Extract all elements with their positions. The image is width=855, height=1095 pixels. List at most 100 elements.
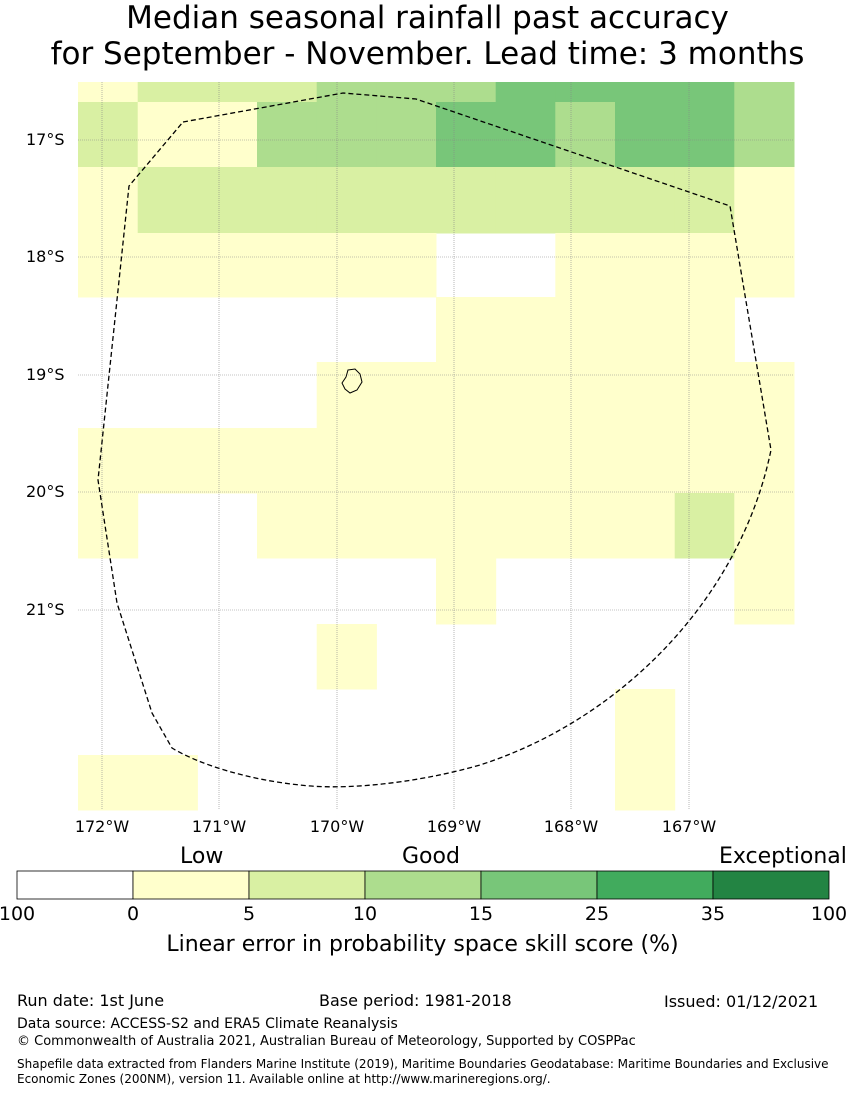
grid-cell — [734, 493, 795, 559]
lon-label-168: 168°W — [543, 817, 599, 836]
grid-cell — [734, 102, 795, 168]
grid-cell — [495, 167, 556, 234]
island-outline — [341, 368, 363, 394]
grid-cell — [615, 689, 676, 756]
grid-cell — [615, 167, 676, 234]
data-source: Data source: ACCESS-S2 and ERA5 Climate … — [17, 1016, 398, 1032]
legend-tick: 5 — [242, 903, 256, 925]
issued-date: Issued: 01/12/2021 — [664, 992, 819, 1011]
grid-cell — [615, 362, 676, 429]
grid-cell — [78, 102, 139, 168]
grid-cell — [495, 102, 556, 168]
legend-color-box — [248, 870, 366, 900]
grid-cell — [257, 493, 318, 559]
grid-cell — [197, 102, 258, 168]
grid-cell — [137, 233, 198, 298]
grid-cell — [316, 102, 377, 168]
lat-label-18: 18°S — [26, 247, 65, 266]
grid-cell — [615, 493, 676, 559]
graticule — [78, 82, 794, 809]
grid-cell — [78, 493, 139, 559]
grid-cell — [734, 167, 795, 234]
legend-tick: 10 — [352, 903, 378, 925]
grid-cell — [376, 493, 437, 559]
lon-label-167: 167°W — [661, 817, 717, 836]
grid-cell — [376, 362, 437, 429]
grid-cell — [436, 102, 497, 168]
lat-label-17: 17°S — [26, 130, 65, 149]
shapefile-credit: Shapefile data extracted from Flanders M… — [17, 1057, 829, 1086]
grid-cell — [257, 102, 318, 168]
eez-boundary — [97, 92, 772, 788]
legend-tick: 25 — [584, 903, 610, 925]
grid-cell — [316, 233, 377, 298]
grid-cell — [674, 428, 735, 494]
lat-label-19: 19°S — [26, 365, 65, 384]
grid-cell — [137, 82, 198, 103]
legend-title: Linear error in probability space skill … — [166, 932, 679, 957]
legend-category-low: Low — [180, 844, 224, 869]
grid-cell — [674, 493, 735, 559]
legend-tick: 35 — [700, 903, 726, 925]
grid-cell — [137, 428, 198, 494]
legend-tick: 0 — [126, 903, 140, 925]
grid-cell — [316, 167, 377, 234]
grid-cell — [495, 297, 556, 363]
grid-cell — [674, 102, 735, 168]
lon-label-170: 170°W — [309, 817, 365, 836]
legend-color-box — [596, 870, 714, 900]
grid-cell — [495, 82, 556, 103]
grid-cell — [495, 428, 556, 494]
map-title-line-2: for September - November. Lead time: 3 m… — [50, 36, 805, 72]
legend-category-exceptional: Exceptional — [719, 844, 847, 869]
grid-cell — [197, 167, 258, 234]
grid-cell — [436, 82, 497, 103]
grid-cell — [137, 167, 198, 234]
grid-cell — [436, 493, 497, 559]
grid-cell — [197, 428, 258, 494]
grid-cell — [316, 362, 377, 429]
grid-cell — [78, 167, 139, 234]
grid-cell — [436, 428, 497, 494]
grid-cell — [615, 233, 676, 298]
lon-label-172: 172°W — [74, 817, 130, 836]
lon-label-169: 169°W — [426, 817, 482, 836]
copyright: © Commonwealth of Australia 2021, Austra… — [17, 1034, 636, 1049]
grid-cell — [78, 82, 139, 103]
grid-cell — [316, 428, 377, 494]
grid-cell — [734, 428, 795, 494]
grid-cell — [316, 493, 377, 559]
grid-cell — [197, 82, 258, 103]
grid-cell — [734, 233, 795, 298]
grid-cell — [734, 558, 795, 625]
grid-cell — [615, 102, 676, 168]
legend-category-good: Good — [402, 844, 460, 869]
grid-cell — [555, 82, 616, 103]
grid-cell — [734, 362, 795, 429]
grid-cell — [78, 233, 139, 298]
grid-cell — [555, 493, 616, 559]
grid-cell — [257, 167, 318, 234]
grid-cell — [137, 102, 198, 168]
grid-cell — [376, 102, 437, 168]
grid-cell — [436, 167, 497, 234]
map-title-line-1: Median seasonal rainfall past accuracy — [126, 0, 729, 36]
legend-color-box — [480, 870, 598, 900]
grid-cell — [615, 82, 676, 103]
grid-cell — [555, 102, 616, 168]
run-date: Run date: 1st June — [17, 991, 165, 1010]
grid-cell — [615, 297, 676, 363]
grid-cell — [376, 82, 437, 103]
grid-cell — [436, 362, 497, 429]
grid-cell — [436, 297, 497, 363]
legend-color-box — [16, 870, 134, 900]
grid-cell — [555, 297, 616, 363]
grid-cell — [495, 493, 556, 559]
lat-label-20: 20°S — [26, 482, 65, 501]
grid-cell — [257, 82, 318, 103]
grid-cell — [316, 82, 377, 103]
grid-cell — [615, 755, 676, 811]
legend-tick: 100 — [810, 903, 848, 925]
legend-color-box — [364, 870, 482, 900]
grid-cell — [555, 428, 616, 494]
